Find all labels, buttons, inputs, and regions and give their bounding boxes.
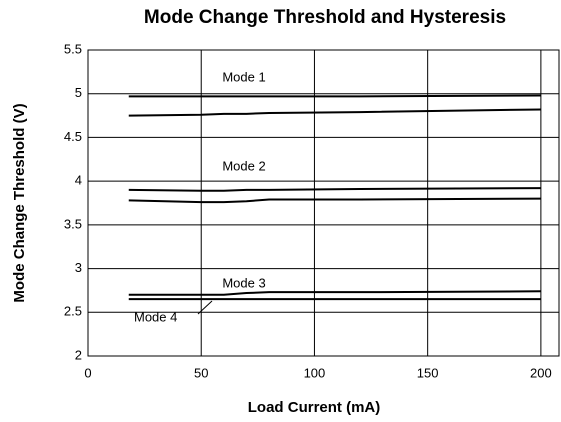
- y-tick-label: 5.5: [64, 41, 82, 56]
- y-axis-label: Mode Change Threshold (V): [11, 103, 28, 302]
- leader-line: [197, 300, 213, 315]
- y-tick-label: 2: [75, 347, 82, 362]
- chart-title: Mode Change Threshold and Hysteresis: [144, 7, 506, 28]
- x-tick-label: 50: [194, 365, 208, 380]
- y-tick-label: 2.5: [64, 304, 82, 319]
- series-line: [128, 290, 541, 296]
- x-tick-label: 0: [84, 365, 91, 380]
- series-line: [128, 108, 541, 117]
- annotation: Mode 2: [222, 158, 265, 173]
- x-tick-label: 150: [417, 365, 439, 380]
- x-axis-label: Load Current (mA): [248, 399, 381, 416]
- plot-frame: [87, 49, 560, 357]
- annotation: Mode 4: [134, 309, 177, 324]
- annotation: Mode 1: [222, 69, 265, 84]
- y-tick-label: 3: [75, 260, 82, 275]
- y-tick-label: 3.5: [64, 216, 82, 231]
- x-tick-label: 100: [304, 365, 326, 380]
- x-tick-label: 200: [530, 365, 552, 380]
- y-tick-label: 4.5: [64, 129, 82, 144]
- series-line: [128, 187, 541, 192]
- y-tick-label: 4: [75, 173, 82, 188]
- y-tick-label: 5: [75, 85, 82, 100]
- series-line: [128, 94, 541, 98]
- annotation: Mode 3: [222, 275, 265, 290]
- series-line: [128, 197, 541, 204]
